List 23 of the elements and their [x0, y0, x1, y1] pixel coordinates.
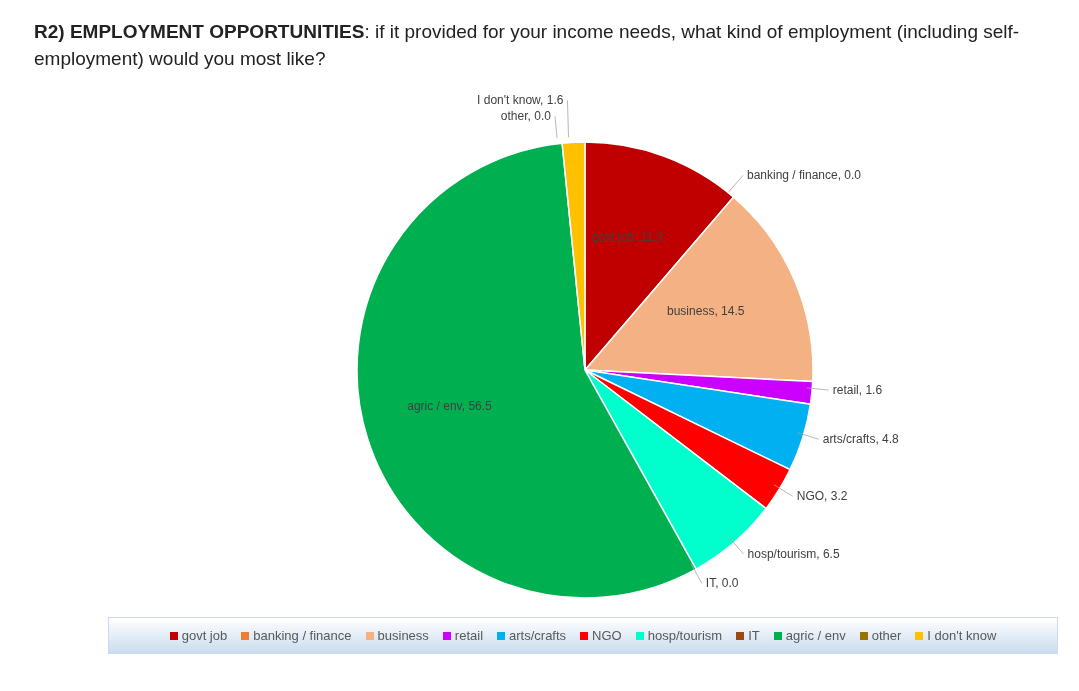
data-label: I don't know, 1.6: [477, 93, 564, 108]
legend-label: agric / env: [785, 628, 846, 643]
legend-label: other: [871, 628, 902, 643]
legend-label: IT: [748, 628, 760, 643]
data-label: agric / env, 56.5: [407, 399, 493, 414]
text: other, 0.0: [500, 109, 551, 124]
legend-label: banking / finance: [253, 628, 352, 643]
data-label: retail, 1.6: [832, 383, 883, 398]
chart-title: R2) EMPLOYMENT OPPORTUNITIES: if it provided for your income needs, what kind of employment (including self-employment) would you most like?: [34, 21, 1020, 69]
data-label: business, 14.5: [667, 304, 745, 319]
legend-label: retail: [454, 628, 484, 643]
legend-label: govt job: [181, 628, 228, 643]
data-label: hosp/tourism, 6.5: [747, 547, 840, 562]
data-label: arts/crafts, 4.8: [822, 432, 900, 447]
text: banking / finance, 0.0: [746, 168, 862, 183]
legend-label: I don't know: [927, 628, 997, 643]
legend-label: business: [377, 628, 429, 643]
data-label: NGO, 3.2: [796, 489, 848, 504]
text: IT, 0.0: [705, 576, 739, 591]
legend-label: arts/crafts: [509, 628, 567, 643]
legend-label: hosp/tourism: [647, 628, 723, 643]
data-label: govt job, 11.3: [591, 229, 664, 244]
legend-label: NGO: [592, 628, 622, 643]
